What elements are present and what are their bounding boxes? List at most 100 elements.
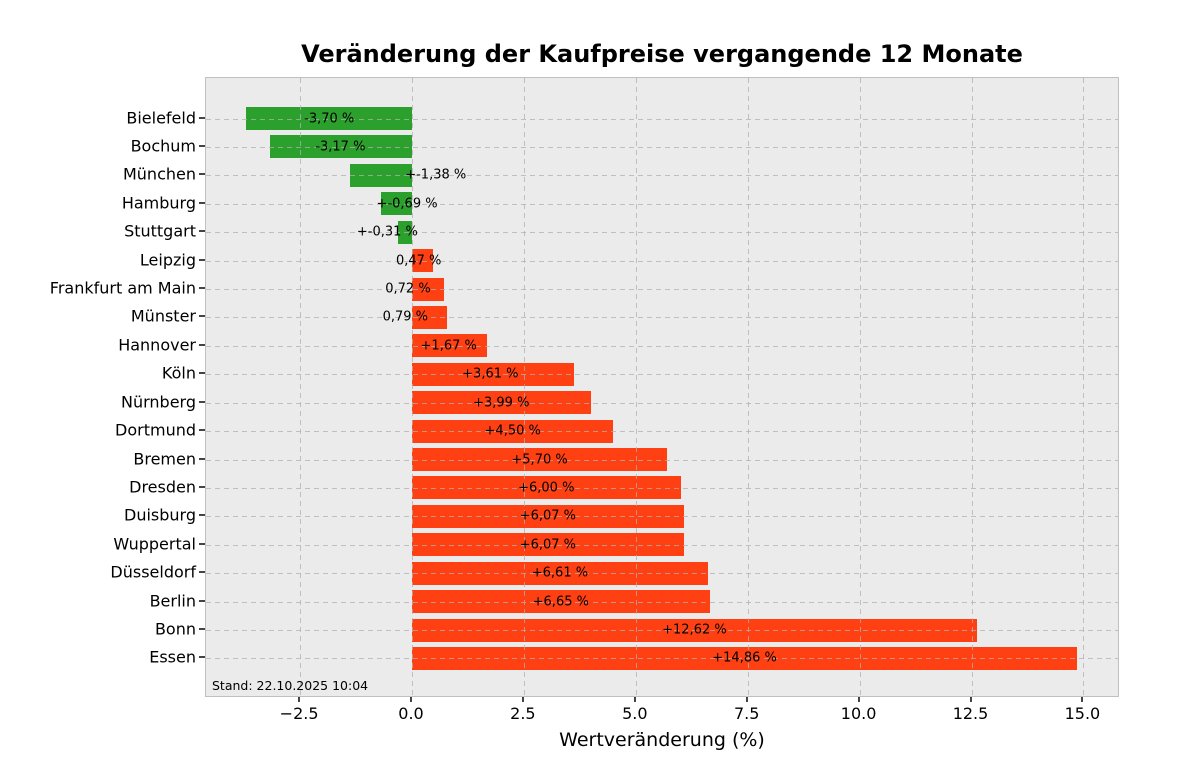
chart-title: Veränderung der Kaufpreise vergangende 1… <box>301 40 1023 68</box>
y-tick-mark <box>199 315 205 318</box>
gridline-horizontal <box>206 459 1118 461</box>
y-tick-mark <box>199 656 205 659</box>
bar-value-label: +6,07 % <box>519 537 577 553</box>
gridline-horizontal <box>206 516 1118 518</box>
x-tick-label: 5.0 <box>622 704 648 723</box>
gridline-vertical <box>971 78 973 698</box>
y-tick-mark <box>199 429 205 432</box>
gridline-horizontal <box>206 118 1118 120</box>
bar-value-label: +-0,31 % <box>356 224 418 240</box>
y-axis-label: Wuppertal <box>113 534 196 554</box>
gridline-horizontal <box>206 374 1118 376</box>
x-tick-mark <box>298 697 301 702</box>
plot-area: Stand: 22.10.2025 10:04 -3,70 % -3,17 % +-… <box>205 77 1119 698</box>
gridline-horizontal <box>206 630 1118 632</box>
y-tick-mark <box>199 230 205 233</box>
bar-value-label: 0,72 % <box>385 281 431 297</box>
gridline-horizontal <box>206 232 1118 234</box>
gridline-horizontal <box>206 203 1118 205</box>
bar-value-label: +3,99 % <box>473 395 530 411</box>
y-tick-mark <box>199 372 205 375</box>
y-axis-label: Duisburg <box>124 505 196 525</box>
gridline-horizontal <box>206 146 1118 148</box>
x-tick-mark <box>521 697 524 702</box>
y-axis-label: Nürnberg <box>121 392 196 412</box>
x-tick-label: 0.0 <box>398 704 424 723</box>
y-tick-mark <box>199 485 205 488</box>
gridline-vertical <box>747 78 749 698</box>
y-axis-label: Dresden <box>129 477 196 497</box>
bar-value-label: +4,50 % <box>484 423 541 439</box>
x-tick-label: 12.5 <box>952 704 989 723</box>
x-tick-mark <box>745 697 748 702</box>
x-tick-label: 7.5 <box>733 704 760 723</box>
x-tick-mark <box>969 697 972 702</box>
y-tick-mark <box>199 287 205 290</box>
y-tick-mark <box>199 628 205 631</box>
x-tick-mark <box>857 697 860 702</box>
y-tick-mark <box>199 343 205 346</box>
bar-value-label: +6,65 % <box>532 594 589 610</box>
y-axis-label: Bochum <box>130 136 196 156</box>
y-axis-label: Frankfurt am Main <box>49 278 196 298</box>
gridline-vertical <box>523 78 525 698</box>
gridline-horizontal <box>206 544 1118 546</box>
y-axis-label: Stuttgart <box>124 221 196 241</box>
y-axis-label: Köln <box>161 363 196 383</box>
y-tick-mark <box>199 116 205 119</box>
bar-value-label: +6,61 % <box>531 565 589 581</box>
bar-value-label: +12,62 % <box>662 622 727 638</box>
gridline-vertical <box>635 78 637 698</box>
y-axis-label: Hannover <box>118 335 196 355</box>
x-axis-title: Wertveränderung (%) <box>559 729 765 751</box>
x-tick-label: 2.5 <box>510 704 536 723</box>
y-axis-label: Bielefeld <box>126 108 196 127</box>
bar-value-label: 0,79 % <box>382 309 428 325</box>
x-tick-label: 15.0 <box>1064 704 1101 723</box>
gridline-horizontal <box>206 260 1118 262</box>
y-tick-mark <box>199 201 205 204</box>
gridline-horizontal <box>206 658 1118 660</box>
y-tick-mark <box>199 599 205 602</box>
y-tick-mark <box>199 173 205 176</box>
bar-value-label: +6,00 % <box>518 480 575 496</box>
gridline-horizontal <box>206 431 1118 433</box>
x-tick-label: 10.0 <box>840 704 877 723</box>
x-tick-mark <box>410 697 412 702</box>
y-axis-label: Hamburg <box>121 193 196 213</box>
gridline-horizontal <box>206 175 1118 177</box>
x-tick-mark <box>1081 697 1084 702</box>
gridline-vertical <box>1083 78 1085 698</box>
x-tick-label: −2.5 <box>279 704 319 723</box>
y-axis-label: Bremen <box>133 449 196 469</box>
bar-value-label: 0,47 % <box>395 253 442 269</box>
gridline-vertical <box>859 78 861 698</box>
gridline-horizontal <box>206 317 1118 319</box>
gridline-horizontal <box>206 289 1118 291</box>
y-axis-label: Bonn <box>154 619 196 639</box>
y-axis-label: München <box>122 164 196 184</box>
bar-value-label: +-0,69 % <box>376 196 438 212</box>
bar-value-label: +5,70 % <box>511 452 568 468</box>
x-tick-mark <box>633 697 636 702</box>
bar-value-label: +6,07 % <box>519 508 577 524</box>
gridline-horizontal <box>206 345 1118 347</box>
y-axis-label: Münster <box>130 306 196 326</box>
gridline-horizontal <box>206 402 1118 404</box>
footnote-timestamp: Stand: 22.10.2025 10:04 <box>212 678 369 693</box>
gridline-horizontal <box>206 487 1118 489</box>
y-axis-label: Berlin <box>149 591 196 611</box>
y-axis-label: Düsseldorf <box>110 562 196 582</box>
y-tick-mark <box>199 542 205 545</box>
y-tick-mark <box>199 400 205 403</box>
gridline-vertical <box>300 78 302 698</box>
y-tick-mark <box>199 457 205 460</box>
y-axis-label: Essen <box>149 647 196 667</box>
bar-value-label: +3,61 % <box>462 366 519 382</box>
y-tick-mark <box>199 514 205 517</box>
gridline-vertical <box>412 78 413 698</box>
y-tick-mark <box>199 571 205 574</box>
y-tick-mark <box>199 144 205 147</box>
bar-value-label: -3,70 % <box>304 111 355 126</box>
